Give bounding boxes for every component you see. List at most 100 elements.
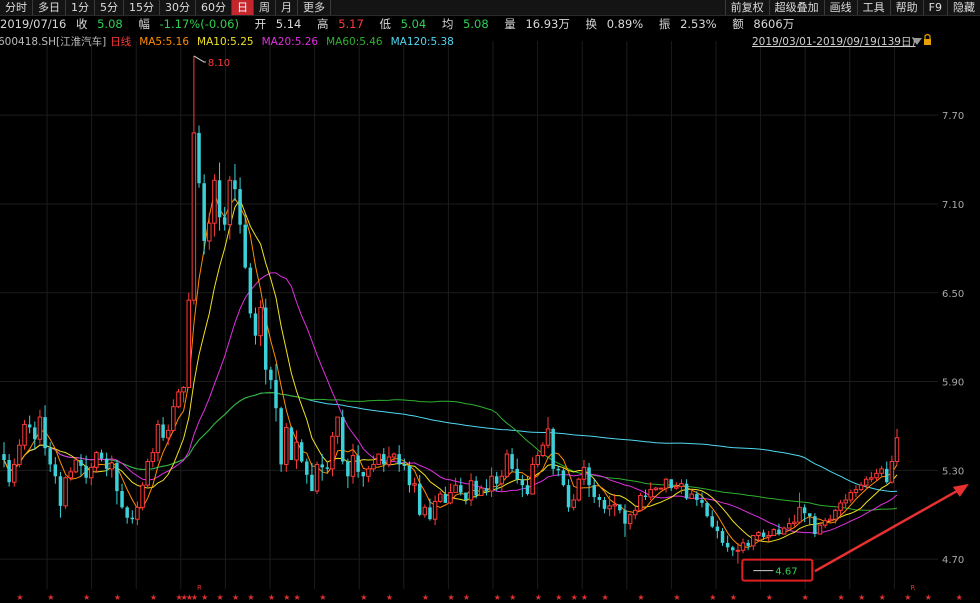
candle-body bbox=[361, 471, 365, 477]
tool-6[interactable]: 隐藏 bbox=[947, 0, 980, 15]
candle-body bbox=[109, 462, 115, 470]
y-tick-label: 6.50 bbox=[942, 289, 964, 300]
candle-body bbox=[181, 386, 186, 393]
tab-0[interactable]: 分时 bbox=[0, 0, 33, 15]
candle-body bbox=[786, 523, 792, 529]
candle-body bbox=[504, 453, 510, 477]
tab-5[interactable]: 30分 bbox=[160, 0, 196, 15]
candle-body bbox=[120, 491, 124, 508]
candle-body bbox=[663, 478, 669, 489]
event-star-marker: ★ bbox=[294, 593, 301, 602]
candle-body bbox=[858, 484, 864, 491]
event-star-marker: ★ bbox=[838, 593, 845, 602]
candle-body bbox=[284, 426, 289, 465]
tab-4[interactable]: 15分 bbox=[124, 0, 160, 15]
tool-5[interactable]: F9 bbox=[922, 0, 947, 15]
candle-body bbox=[48, 448, 52, 465]
event-star-marker: ★ bbox=[858, 593, 865, 602]
candle-body bbox=[43, 417, 47, 449]
tool-0[interactable]: 前复权 bbox=[724, 0, 769, 15]
candle-body bbox=[171, 406, 176, 431]
tab-2[interactable]: 1分 bbox=[66, 0, 95, 15]
tab-3[interactable]: 5分 bbox=[95, 0, 124, 15]
event-star-marker: ★ bbox=[186, 593, 193, 602]
y-tick-label: 7.70 bbox=[942, 111, 964, 122]
tab-6[interactable]: 60分 bbox=[196, 0, 232, 15]
y-tick-label: 7.10 bbox=[942, 200, 964, 211]
candle-body bbox=[813, 516, 817, 534]
candle-body bbox=[464, 492, 468, 500]
candle-body bbox=[658, 487, 664, 490]
lock-icon bbox=[924, 39, 931, 45]
candle-body bbox=[79, 460, 83, 466]
tool-2[interactable]: 画线 bbox=[823, 0, 857, 15]
candle-body bbox=[576, 478, 582, 501]
candle-body bbox=[115, 462, 119, 492]
candle-body bbox=[289, 427, 294, 460]
candle-body bbox=[140, 484, 145, 508]
candle-body bbox=[797, 506, 802, 523]
candle-body bbox=[340, 417, 345, 462]
open-value: 5.14 bbox=[275, 17, 302, 31]
candle-body bbox=[382, 454, 386, 465]
amount-label: 额 bbox=[732, 17, 744, 31]
tab-8[interactable]: 周 bbox=[254, 0, 276, 15]
y-tick-label: 4.70 bbox=[942, 555, 964, 566]
candle-body bbox=[2, 454, 6, 460]
event-star-marker: ★ bbox=[879, 593, 886, 602]
candle-body bbox=[279, 408, 283, 465]
ma-line-ma20 bbox=[3, 272, 898, 534]
candle-body bbox=[125, 507, 129, 518]
event-r-marker: R bbox=[910, 584, 915, 592]
candle-body bbox=[618, 504, 622, 511]
event-star-marker: ★ bbox=[283, 593, 290, 602]
event-star-marker: ★ bbox=[150, 593, 157, 602]
tab-9[interactable]: 月 bbox=[276, 0, 298, 15]
candle-body bbox=[165, 429, 171, 439]
kline-chart[interactable]: 4.70 5.30 5.90 6.50 7.10 7.70 600418.SH[江淮汽车] 日… bbox=[0, 33, 980, 603]
lock-shackle bbox=[924, 33, 931, 39]
candle-body bbox=[648, 489, 653, 498]
tool-4[interactable]: 帮助 bbox=[889, 0, 923, 15]
candle-body bbox=[376, 453, 381, 465]
candle-body bbox=[669, 479, 673, 489]
candle-body bbox=[802, 507, 807, 514]
tool-1[interactable]: 超级叠加 bbox=[768, 0, 824, 15]
close-label: 收 bbox=[75, 17, 88, 31]
high-value: 5.17 bbox=[338, 17, 364, 31]
candle-body bbox=[448, 492, 453, 504]
turnover-label: 换 bbox=[585, 17, 598, 31]
max-pointer bbox=[193, 55, 206, 63]
legend-ma10: MA10:5.25 bbox=[197, 36, 254, 48]
candle-body bbox=[417, 483, 422, 515]
candle-body bbox=[843, 499, 848, 504]
tab-10[interactable]: 更多 bbox=[298, 0, 331, 15]
candle-body bbox=[612, 503, 617, 507]
candle-body bbox=[684, 483, 689, 499]
candle-body bbox=[27, 424, 32, 428]
event-star-marker: ★ bbox=[247, 593, 254, 602]
candle-body bbox=[525, 485, 530, 495]
candle-body bbox=[551, 428, 555, 469]
close-value: 5.08 bbox=[97, 17, 123, 31]
event-star-marker: ★ bbox=[232, 593, 239, 602]
candle-body bbox=[335, 416, 340, 437]
candle-body bbox=[63, 477, 68, 507]
candle-body bbox=[17, 444, 22, 465]
y-tick-label: 5.90 bbox=[942, 378, 964, 389]
candle-body bbox=[459, 485, 463, 493]
candle-body bbox=[792, 521, 797, 525]
candle-body bbox=[248, 267, 253, 314]
candle-body bbox=[695, 494, 699, 500]
candle-body bbox=[751, 534, 756, 547]
tab-1[interactable]: 多日 bbox=[33, 0, 66, 15]
candle-body bbox=[197, 132, 201, 184]
candle-body bbox=[443, 494, 448, 503]
candle-body bbox=[679, 483, 684, 488]
candle-body bbox=[299, 442, 304, 462]
avg-value: 5.08 bbox=[463, 17, 489, 31]
candle-body bbox=[720, 531, 725, 543]
candle-body bbox=[515, 468, 519, 480]
tab-7[interactable]: 日 bbox=[232, 0, 254, 15]
tool-3[interactable]: 工具 bbox=[856, 0, 890, 15]
